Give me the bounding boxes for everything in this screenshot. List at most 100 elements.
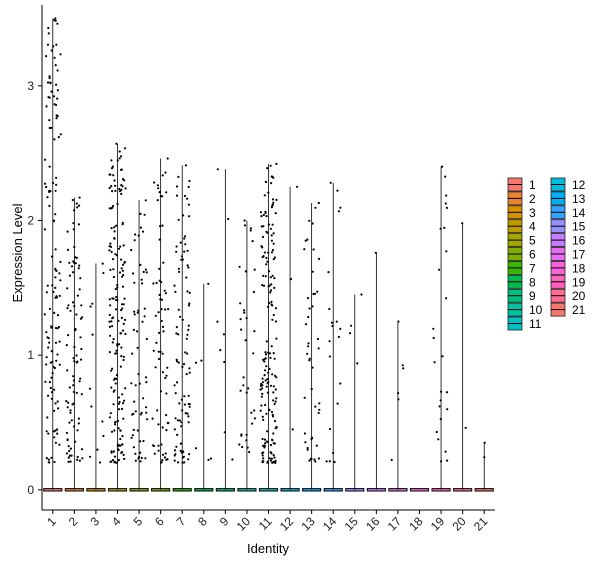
legend-label: 9 [529,289,536,303]
data-point [177,175,180,178]
data-point [45,430,48,433]
data-point [251,240,254,243]
data-point [120,192,123,196]
data-point [56,400,59,403]
data-point [109,334,112,337]
data-point [54,296,57,299]
data-point [55,117,58,120]
data-point [180,425,183,428]
data-point [111,367,114,370]
data-point [181,318,184,321]
data-point [58,443,61,446]
data-point [307,345,310,348]
data-point [118,187,121,191]
data-point [262,358,265,361]
data-point [260,245,263,248]
data-point [79,377,82,380]
data-point [432,327,435,330]
data-point [120,267,123,270]
data-point [266,231,269,234]
data-point [187,421,190,424]
data-point [262,284,266,287]
data-point [76,206,79,209]
data-point [73,360,76,363]
data-point [65,452,69,455]
data-point [397,392,400,395]
data-point [269,384,273,387]
legend-item-21: 21 [550,302,586,317]
data-point [273,286,276,289]
violin-9 [215,169,235,492]
data-point [112,268,115,271]
data-point [262,451,265,454]
data-point [185,337,188,340]
data-point [115,142,118,145]
data-point [337,335,340,339]
data-point [139,451,142,454]
y-tick-label: 3 [27,79,34,93]
data-point [271,373,274,376]
legend-item-17: 17 [550,247,586,262]
data-point [113,237,116,240]
data-point [111,325,114,328]
data-point [78,264,81,267]
data-point [264,210,267,213]
data-point [53,18,56,22]
data-point [139,440,142,443]
data-point [46,336,49,339]
data-point [187,203,190,206]
data-point [273,420,277,423]
data-point [273,456,276,459]
data-point [49,82,52,85]
x-tick-label: 10 [234,514,254,534]
data-point [432,336,435,340]
data-point [401,364,404,367]
data-point [110,386,113,389]
data-point [186,352,189,355]
data-point [253,417,256,420]
data-point [264,379,267,382]
data-point [272,385,275,388]
data-point [272,232,275,235]
data-point [74,328,77,331]
data-point [75,202,78,205]
data-point [327,271,330,274]
violin-20 [453,223,473,492]
x-tick-label: 1 [44,514,59,529]
data-point [164,376,167,380]
data-point [136,346,139,349]
data-point [59,279,62,282]
data-point [116,299,119,302]
data-point [69,411,72,414]
data-point [77,223,80,226]
data-point [161,352,164,355]
data-point [314,460,317,463]
data-point [65,344,68,347]
data-point [274,212,277,215]
jitter-points [43,17,486,464]
data-point [73,209,76,212]
data-point [435,430,438,434]
data-point [116,159,119,162]
data-point [260,404,263,407]
data-point [263,438,266,441]
data-point [91,333,94,336]
data-point [45,363,48,366]
data-point [116,202,119,205]
data-point [179,315,182,318]
data-point [52,95,56,98]
data-point [114,253,117,256]
y-tick-label: 2 [27,213,34,227]
data-point [79,336,82,339]
data-point [122,244,125,247]
data-point [123,457,126,460]
data-point [109,412,112,415]
legend-item-9: 9 [507,288,536,303]
data-point [45,55,48,58]
data-point [69,460,72,463]
legend-item-3: 3 [507,205,536,220]
x-axis-title: Identity [247,541,289,556]
data-point [108,207,111,210]
data-point [304,239,307,242]
